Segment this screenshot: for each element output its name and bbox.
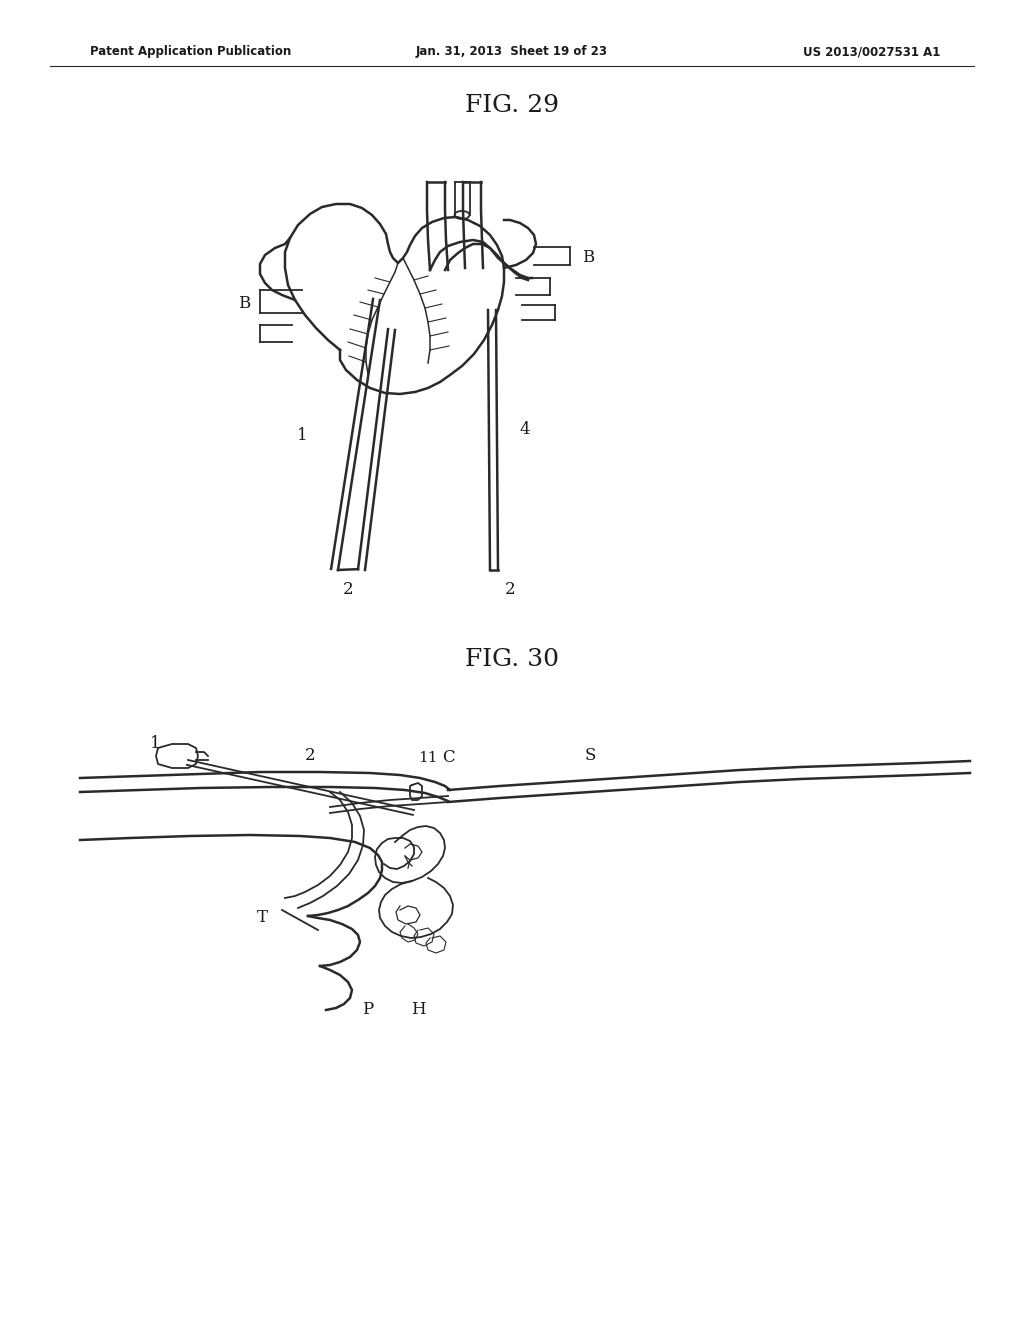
- Text: Patent Application Publication: Patent Application Publication: [90, 45, 291, 58]
- Text: H: H: [411, 1002, 425, 1019]
- Text: 11: 11: [418, 751, 437, 766]
- Text: FIG. 29: FIG. 29: [465, 94, 559, 116]
- Text: S: S: [585, 747, 596, 764]
- Text: P: P: [362, 1002, 374, 1019]
- Text: 2: 2: [343, 582, 353, 598]
- Text: C: C: [441, 750, 455, 767]
- Text: B: B: [238, 294, 250, 312]
- Text: 2: 2: [505, 582, 515, 598]
- Text: 4: 4: [520, 421, 530, 438]
- Text: FIG. 30: FIG. 30: [465, 648, 559, 672]
- Text: 1: 1: [297, 426, 307, 444]
- Text: T: T: [256, 909, 267, 927]
- Text: US 2013/0027531 A1: US 2013/0027531 A1: [803, 45, 940, 58]
- Text: Jan. 31, 2013  Sheet 19 of 23: Jan. 31, 2013 Sheet 19 of 23: [416, 45, 608, 58]
- Text: 1: 1: [150, 735, 161, 752]
- Text: 2: 2: [305, 747, 315, 764]
- Text: B: B: [582, 249, 594, 267]
